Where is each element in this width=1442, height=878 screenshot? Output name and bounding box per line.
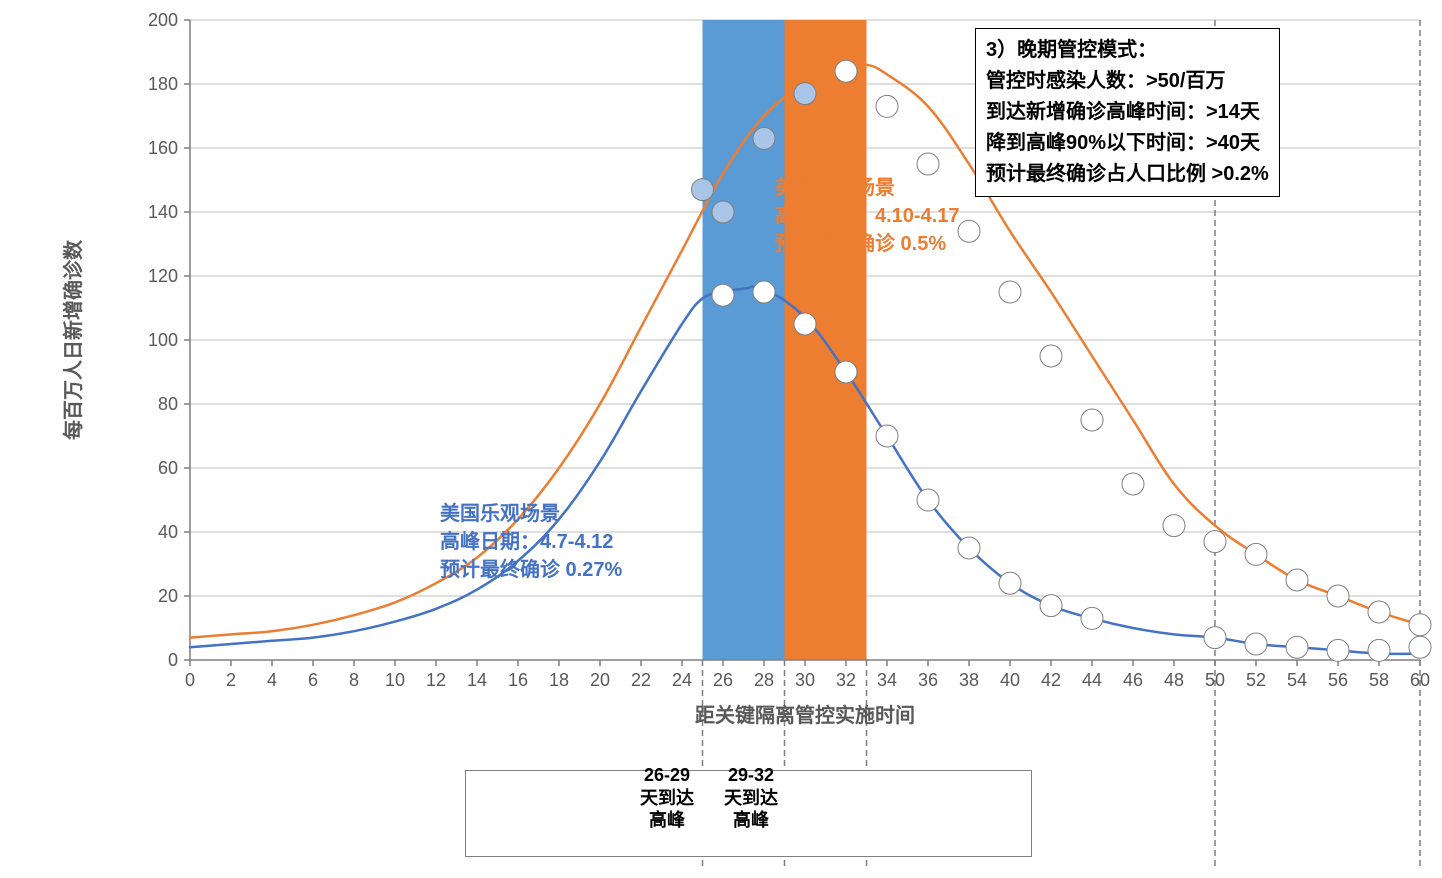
marker bbox=[1081, 607, 1103, 629]
x-tick-46: 46 bbox=[1123, 670, 1143, 690]
x-tick-24: 24 bbox=[672, 670, 692, 690]
info-box-late-control: 3）晚期管控模式：管控时感染人数：>50/百万到达新增确诊高峰时间：>14天降到… bbox=[975, 28, 1280, 197]
x-tick-4: 4 bbox=[267, 670, 277, 690]
x-tick-6: 6 bbox=[308, 670, 318, 690]
chart-container: 0204060801001201401601802000246810121416… bbox=[0, 0, 1442, 878]
bottom-label-orange: 29-32天到达高峰 bbox=[724, 764, 778, 832]
y-tick-100: 100 bbox=[148, 330, 178, 350]
marker bbox=[1040, 345, 1062, 367]
marker bbox=[917, 489, 939, 511]
x-tick-34: 34 bbox=[877, 670, 897, 690]
x-tick-10: 10 bbox=[385, 670, 405, 690]
marker bbox=[1122, 473, 1144, 495]
marker bbox=[1327, 585, 1349, 607]
x-tick-18: 18 bbox=[549, 670, 569, 690]
x-tick-38: 38 bbox=[959, 670, 979, 690]
marker bbox=[1040, 595, 1062, 617]
x-tick-30: 30 bbox=[795, 670, 815, 690]
y-tick-200: 200 bbox=[148, 10, 178, 30]
band-orange bbox=[785, 20, 867, 660]
bottom-label-blue: 26-29天到达高峰 bbox=[640, 764, 694, 832]
marker bbox=[692, 179, 714, 201]
marker bbox=[794, 83, 816, 105]
x-tick-54: 54 bbox=[1287, 670, 1307, 690]
marker bbox=[753, 127, 775, 149]
marker bbox=[1245, 633, 1267, 655]
marker bbox=[835, 60, 857, 82]
x-tick-8: 8 bbox=[349, 670, 359, 690]
band-blue bbox=[703, 20, 785, 660]
marker bbox=[958, 220, 980, 242]
marker bbox=[999, 281, 1021, 303]
x-tick-52: 52 bbox=[1246, 670, 1266, 690]
marker bbox=[1204, 531, 1226, 553]
marker bbox=[1204, 627, 1226, 649]
y-tick-40: 40 bbox=[158, 522, 178, 542]
x-tick-28: 28 bbox=[754, 670, 774, 690]
marker bbox=[999, 572, 1021, 594]
x-tick-48: 48 bbox=[1164, 670, 1184, 690]
y-tick-140: 140 bbox=[148, 202, 178, 222]
y-tick-0: 0 bbox=[168, 650, 178, 670]
marker bbox=[1409, 636, 1431, 658]
marker bbox=[1368, 639, 1390, 661]
y-tick-80: 80 bbox=[158, 394, 178, 414]
x-tick-20: 20 bbox=[590, 670, 610, 690]
x-tick-42: 42 bbox=[1041, 670, 1061, 690]
marker bbox=[753, 281, 775, 303]
marker bbox=[1163, 515, 1185, 537]
y-tick-20: 20 bbox=[158, 586, 178, 606]
x-tick-40: 40 bbox=[1000, 670, 1020, 690]
x-tick-58: 58 bbox=[1369, 670, 1389, 690]
marker bbox=[1368, 601, 1390, 623]
marker bbox=[1409, 614, 1431, 636]
marker bbox=[835, 361, 857, 383]
x-tick-12: 12 bbox=[426, 670, 446, 690]
x-tick-22: 22 bbox=[631, 670, 651, 690]
y-tick-120: 120 bbox=[148, 266, 178, 286]
x-axis-title: 距关键隔离管控实施时间 bbox=[695, 703, 915, 727]
x-tick-32: 32 bbox=[836, 670, 856, 690]
x-tick-56: 56 bbox=[1328, 670, 1348, 690]
x-tick-16: 16 bbox=[508, 670, 528, 690]
x-tick-14: 14 bbox=[467, 670, 487, 690]
marker bbox=[1081, 409, 1103, 431]
marker bbox=[1327, 639, 1349, 661]
marker bbox=[876, 95, 898, 117]
marker bbox=[1245, 543, 1267, 565]
x-tick-60: 60 bbox=[1410, 670, 1430, 690]
marker bbox=[876, 425, 898, 447]
x-tick-0: 0 bbox=[185, 670, 195, 690]
x-tick-26: 26 bbox=[713, 670, 733, 690]
y-tick-60: 60 bbox=[158, 458, 178, 478]
x-tick-2: 2 bbox=[226, 670, 236, 690]
x-tick-44: 44 bbox=[1082, 670, 1102, 690]
marker bbox=[1286, 569, 1308, 591]
marker bbox=[712, 284, 734, 306]
marker bbox=[958, 537, 980, 559]
x-tick-50: 50 bbox=[1205, 670, 1225, 690]
annotation-blue: 美国乐观场景高峰日期：4.7-4.12预计最终确诊 0.27% bbox=[440, 500, 622, 584]
y-tick-160: 160 bbox=[148, 138, 178, 158]
annotation-orange: 美国悲观场景高峰日期：4.10-4.17预计最终确诊 0.5% bbox=[775, 174, 960, 258]
marker bbox=[1286, 636, 1308, 658]
y-axis-title: 每百万人日新增确诊数 bbox=[61, 239, 85, 440]
marker bbox=[917, 153, 939, 175]
marker bbox=[794, 313, 816, 335]
y-tick-180: 180 bbox=[148, 74, 178, 94]
marker bbox=[712, 201, 734, 223]
x-tick-36: 36 bbox=[918, 670, 938, 690]
